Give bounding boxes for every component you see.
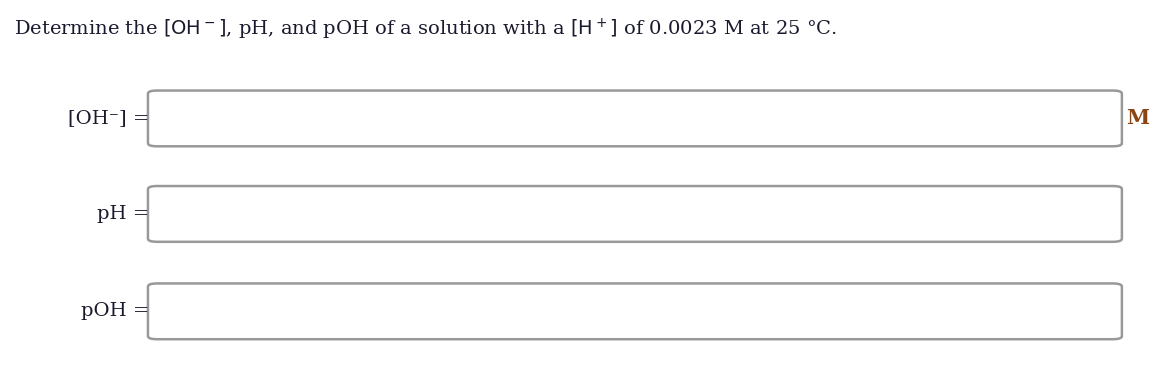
FancyBboxPatch shape xyxy=(148,283,1122,339)
Text: Determine the $\left[\mathrm{OH}^-\right]$, pH, and pOH of a solution with a $\l: Determine the $\left[\mathrm{OH}^-\right… xyxy=(14,17,836,42)
FancyBboxPatch shape xyxy=(148,91,1122,146)
Text: pOH =: pOH = xyxy=(80,302,149,320)
Text: [OH⁻] =: [OH⁻] = xyxy=(68,109,149,128)
Text: pH =: pH = xyxy=(97,205,149,223)
Text: M: M xyxy=(1127,108,1150,128)
FancyBboxPatch shape xyxy=(148,186,1122,242)
